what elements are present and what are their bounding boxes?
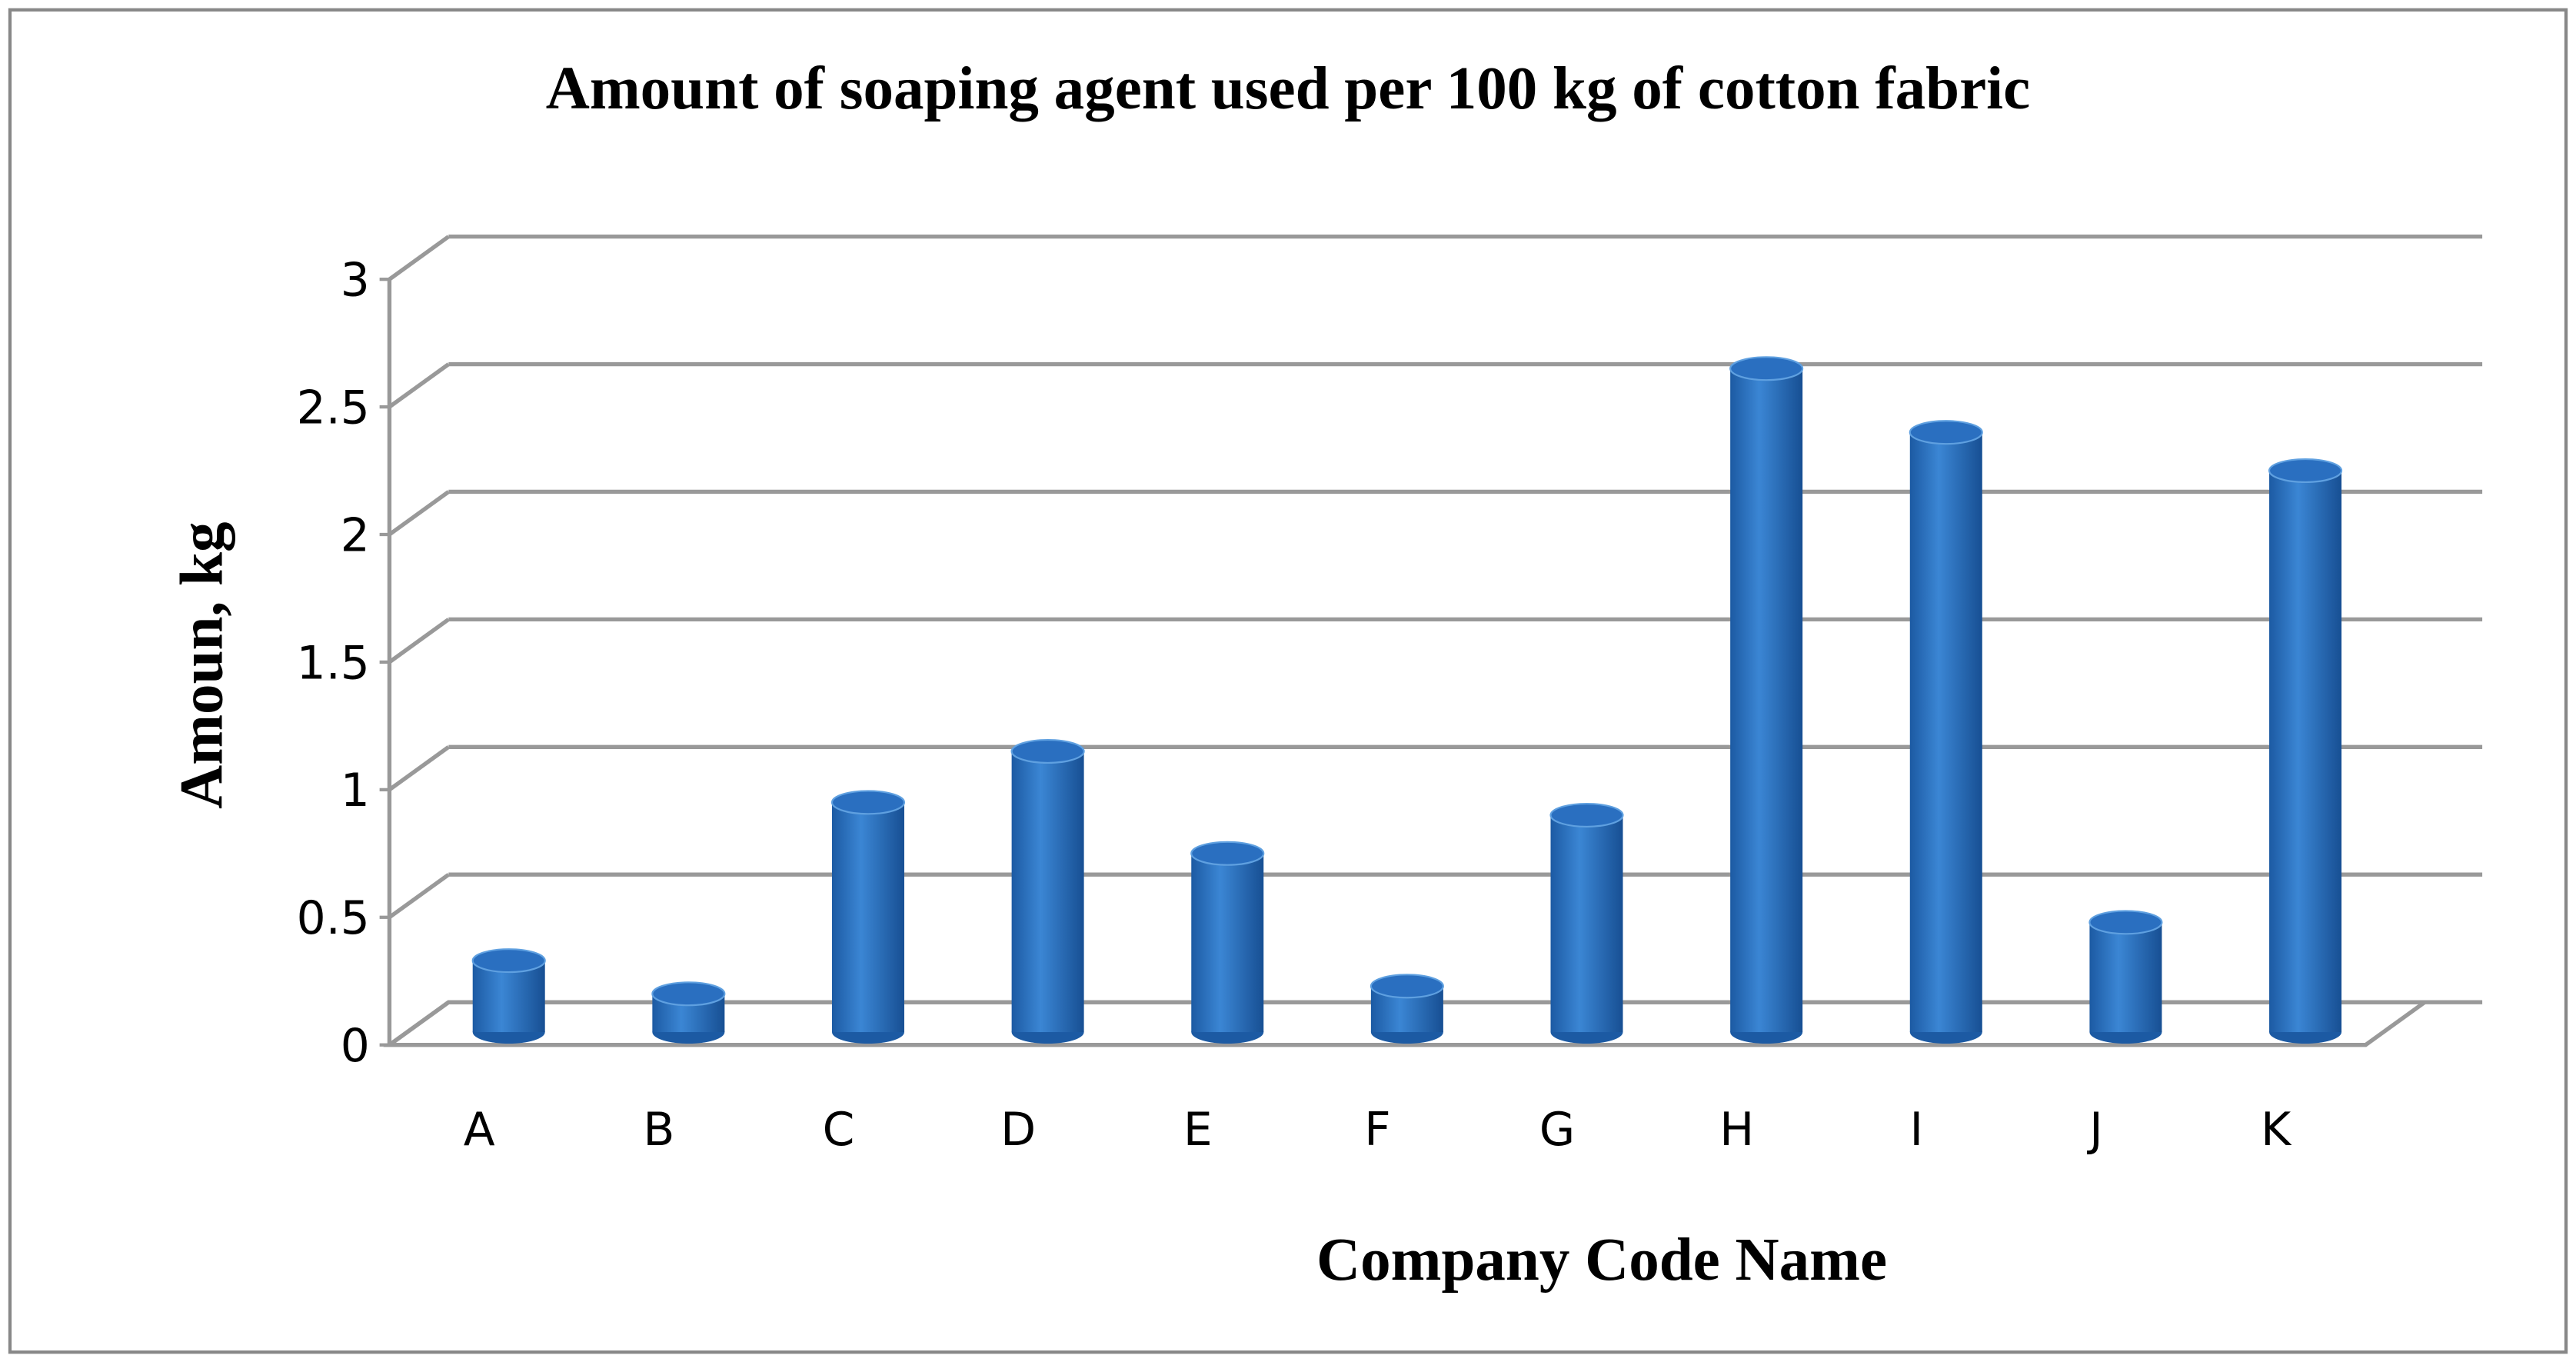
bar [1191, 853, 1264, 1033]
x-tick-label: I [1910, 1103, 1924, 1157]
grid-line-side [388, 873, 450, 919]
y-tick-label: 0 [341, 1019, 370, 1073]
x-tick-label: K [2261, 1103, 2292, 1157]
x-tick-label: E [1183, 1103, 1213, 1157]
y-axis-label: Amoun, kg [169, 522, 236, 809]
bar-top [1190, 841, 1265, 866]
bar-top [2088, 910, 2163, 935]
bar-top [2268, 458, 2343, 484]
bar [2269, 470, 2342, 1033]
bar-top [1729, 356, 1804, 381]
x-tick-label: C [823, 1103, 855, 1157]
grid-line-side [388, 235, 450, 281]
chart-title: Amount of soaping agent used per 100 kg … [546, 55, 2030, 122]
grid-line-side [388, 490, 450, 537]
bar-top [1370, 974, 1444, 999]
y-tick-label: 3 [341, 254, 370, 308]
bar [831, 802, 904, 1033]
x-tick-label: D [1000, 1103, 1036, 1157]
x-tick-label: G [1539, 1103, 1575, 1157]
x-tick-label: A [464, 1103, 495, 1157]
grid-line-side [388, 1000, 450, 1047]
bar [1550, 814, 1623, 1033]
grid-line-side [388, 745, 450, 792]
y-tick-label: 2 [341, 508, 370, 562]
bar-top [1909, 420, 1983, 445]
x-tick-label: H [1719, 1103, 1754, 1157]
bar-top [830, 790, 906, 815]
x-axis-label: Company Code Name [1316, 1227, 1887, 1294]
y-tick-label: 1.5 [297, 636, 370, 690]
chart-border [8, 8, 2568, 1354]
y-tick-label: 0.5 [297, 891, 370, 945]
x-tick-label: B [643, 1103, 674, 1157]
bar [2089, 922, 2162, 1033]
bar-top [651, 981, 726, 1007]
bar-top [1010, 738, 1085, 764]
bar [1909, 432, 1982, 1033]
grid-line-side [388, 362, 450, 409]
y-tick-label: 2.5 [297, 381, 370, 435]
bar-top [1549, 802, 1624, 828]
bar-top [471, 948, 546, 974]
x-tick-label: F [1364, 1103, 1390, 1157]
bar [1011, 751, 1084, 1033]
y-tick-label: 1 [341, 764, 370, 818]
bar [1730, 368, 1803, 1033]
grid-line-side [388, 618, 450, 664]
x-tick-label: J [2086, 1103, 2103, 1157]
